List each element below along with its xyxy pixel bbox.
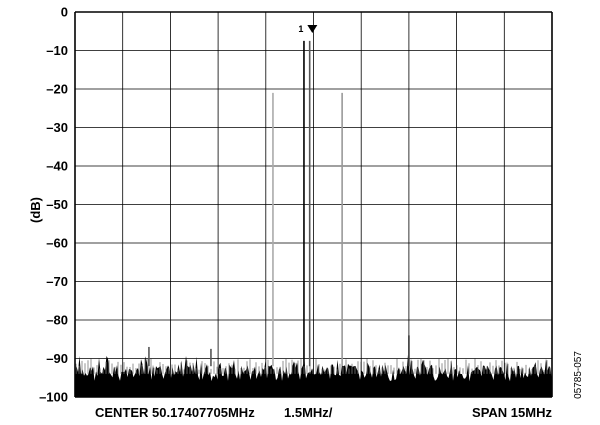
figure-id: 05785-057: [573, 351, 584, 399]
y-tick-label: –80: [46, 313, 68, 328]
y-tick-labels: 0 –10 –20 –30 –40 –50 –60 –70 –80 –90 –100: [39, 5, 68, 405]
y-tick-label: –20: [46, 82, 68, 97]
noise-floor-grass: [75, 358, 551, 374]
y-tick-label: –40: [46, 159, 68, 174]
marker-label: 1: [298, 24, 303, 34]
y-tick-label: –50: [46, 197, 68, 212]
y-tick-label: 0: [61, 5, 68, 20]
marker-triangle: [307, 24, 318, 33]
peaks: [148, 40, 410, 367]
y-axis-label: (dB): [28, 197, 43, 223]
y-tick-label: –60: [46, 236, 68, 251]
y-tick-label: –70: [46, 274, 68, 289]
center-frequency-label: CENTER 50.17407705MHz: [95, 405, 255, 420]
y-tick-label: –90: [46, 351, 68, 366]
y-tick-label: –30: [46, 120, 68, 135]
span-label: SPAN 15MHz: [472, 405, 552, 420]
grid: [74, 11, 553, 398]
per-division-label: 1.5MHz/: [284, 405, 333, 420]
y-tick-label: –100: [39, 390, 68, 405]
marker-1: 1: [298, 24, 318, 34]
y-tick-label: –10: [46, 43, 68, 58]
